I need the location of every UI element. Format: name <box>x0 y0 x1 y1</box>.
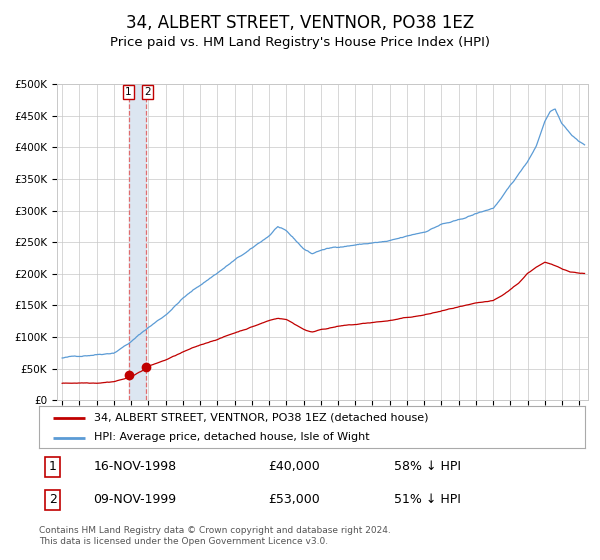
Text: HPI: Average price, detached house, Isle of Wight: HPI: Average price, detached house, Isle… <box>94 432 369 442</box>
Text: 09-NOV-1999: 09-NOV-1999 <box>94 493 177 506</box>
Text: 2: 2 <box>49 493 56 506</box>
Text: £53,000: £53,000 <box>268 493 320 506</box>
Text: 16-NOV-1998: 16-NOV-1998 <box>94 460 177 473</box>
Text: 34, ALBERT STREET, VENTNOR, PO38 1EZ (detached house): 34, ALBERT STREET, VENTNOR, PO38 1EZ (de… <box>94 413 428 423</box>
Text: 1: 1 <box>49 460 56 473</box>
Text: 51% ↓ HPI: 51% ↓ HPI <box>394 493 461 506</box>
Text: Price paid vs. HM Land Registry's House Price Index (HPI): Price paid vs. HM Land Registry's House … <box>110 36 490 49</box>
Text: 58% ↓ HPI: 58% ↓ HPI <box>394 460 461 473</box>
Bar <box>129 84 146 400</box>
Text: 34, ALBERT STREET, VENTNOR, PO38 1EZ: 34, ALBERT STREET, VENTNOR, PO38 1EZ <box>126 14 474 32</box>
Text: 1: 1 <box>125 87 132 97</box>
Text: £40,000: £40,000 <box>268 460 320 473</box>
Text: 2: 2 <box>145 87 151 97</box>
Text: Contains HM Land Registry data © Crown copyright and database right 2024.
This d: Contains HM Land Registry data © Crown c… <box>39 526 391 546</box>
